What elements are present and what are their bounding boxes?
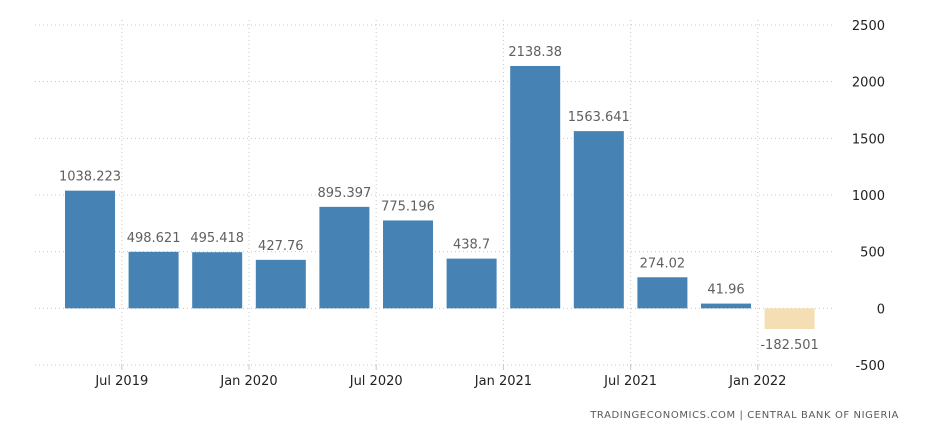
y-axis-ticks: 2500 2000 1500 1000 500 0 -500 (852, 19, 885, 374)
x-tick-label: Jul 2020 (349, 374, 403, 389)
x-tick-label: Jan 2022 (728, 374, 786, 389)
bar-data-label: 495.418 (190, 231, 244, 246)
bar (65, 190, 115, 309)
y-tick-label: 1500 (852, 132, 885, 147)
bar-data-label: 41.96 (707, 283, 744, 298)
y-tick-label: 2500 (852, 19, 885, 34)
x-tick-label: Jul 2021 (603, 374, 657, 389)
bar-data-label: 2138.38 (508, 45, 562, 60)
y-tick-label: -500 (855, 359, 885, 374)
bar-data-label: 427.76 (258, 239, 304, 254)
x-tick-label: Jul 2019 (94, 374, 148, 389)
y-tick-label: 2000 (852, 76, 885, 91)
bar (510, 65, 561, 309)
bar-data-label: -182.501 (760, 338, 818, 353)
bar (255, 259, 306, 309)
y-tick-label: 500 (860, 246, 885, 261)
bar (319, 206, 370, 309)
bar-data-label: 775.196 (381, 199, 435, 214)
x-axis-ticks: Jul 2019 Jan 2020 Jul 2020 Jan 2021 Jul 2021… (94, 374, 786, 389)
bar (192, 252, 243, 309)
bar (573, 131, 624, 309)
bar (637, 277, 688, 309)
bar (701, 303, 751, 309)
bar (446, 258, 497, 309)
bar-data-label: 1038.223 (59, 170, 121, 185)
data-labels: 1038.223 498.621 495.418 427.76 895.397 775.1… (59, 45, 819, 353)
grid-lines (35, 20, 835, 370)
x-tick-label: Jan 2021 (474, 374, 532, 389)
bar-data-label: 274.02 (640, 256, 686, 271)
source-credit: TRADINGECONOMICS.COM | CENTRAL BANK OF N… (590, 410, 899, 421)
bar (128, 251, 179, 309)
y-tick-label: 0 (877, 302, 885, 317)
y-tick-label: 1000 (852, 189, 885, 204)
bars (65, 65, 815, 330)
bar (383, 220, 433, 309)
bar-data-label: 438.7 (453, 238, 490, 253)
bar-data-label: 498.621 (127, 231, 181, 246)
bar (764, 308, 815, 330)
bar-data-label: 895.397 (318, 186, 372, 201)
x-tick-label: Jan 2020 (219, 374, 277, 389)
bar-data-label: 1563.641 (568, 110, 630, 125)
